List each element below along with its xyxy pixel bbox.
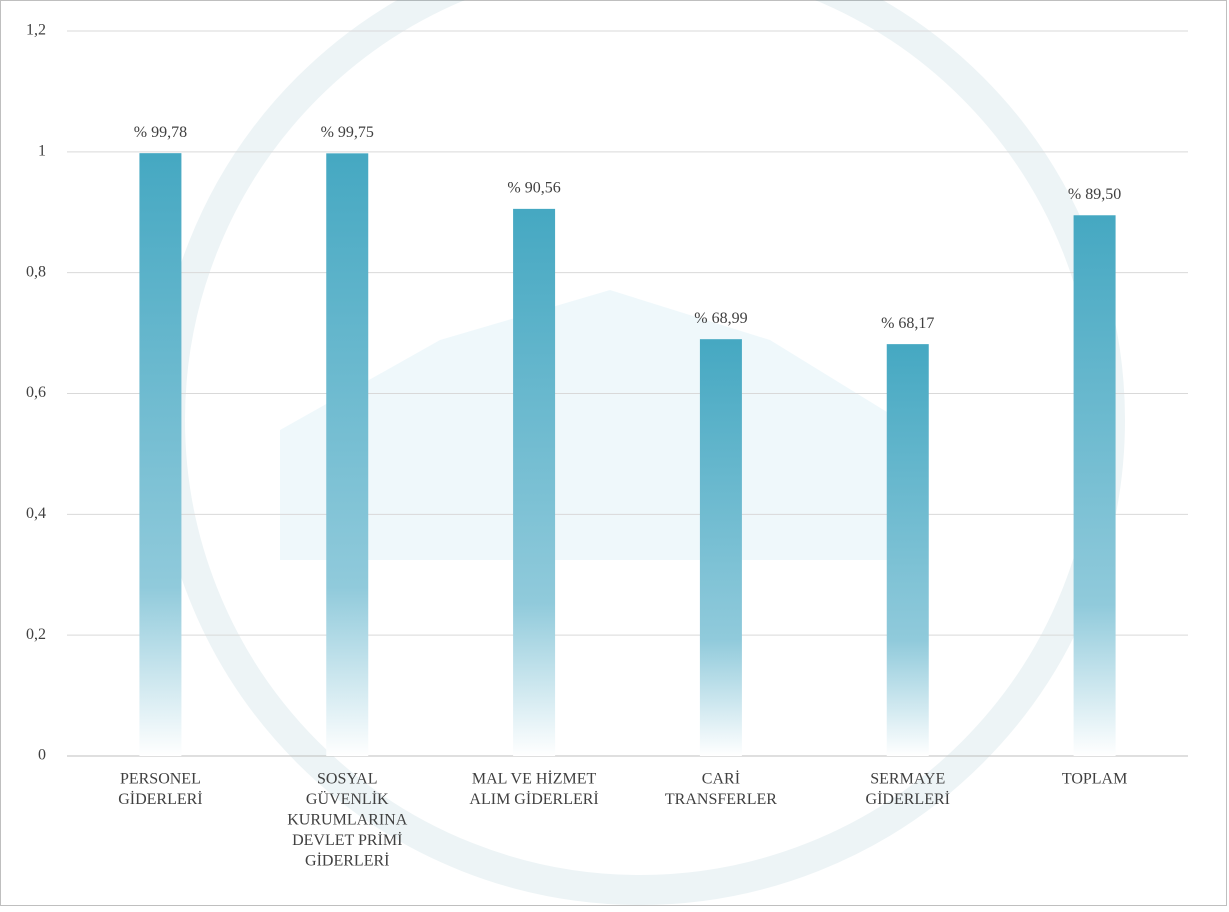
y-tick-label: 0,8	[26, 263, 46, 280]
bar	[326, 153, 368, 756]
data-label: % 90,56	[507, 180, 560, 197]
y-tick-label: 1,2	[26, 22, 46, 39]
x-tick-label: KURUMLARINA	[287, 812, 407, 829]
data-label: % 99,75	[321, 124, 374, 141]
y-tick-label: 1	[38, 143, 46, 160]
bar	[139, 153, 181, 756]
x-tick-label: GÜVENLİK	[306, 790, 389, 808]
x-tick-label: ALIM GİDERLERİ	[469, 790, 598, 808]
x-tick-label: GİDERLERİ	[866, 790, 950, 808]
x-tick-label: TRANSFERLER	[665, 791, 777, 808]
y-tick-label: 0,6	[26, 384, 46, 401]
y-tick-label: 0,4	[26, 505, 46, 522]
x-tick-label: GİDERLERİ	[305, 852, 389, 870]
x-tick-label: PERSONEL	[120, 771, 201, 788]
bar	[513, 209, 555, 756]
bar	[887, 344, 929, 756]
data-label: % 99,78	[134, 124, 187, 141]
x-tick-label: TOPLAM	[1062, 771, 1128, 788]
data-label: % 89,50	[1068, 186, 1121, 203]
x-tick-label: CARİ	[702, 770, 740, 788]
x-tick-label: MAL VE HİZMET	[472, 770, 597, 788]
y-tick-label: 0	[38, 747, 46, 764]
bar	[1074, 215, 1116, 756]
x-tick-label: DEVLET PRİMİ	[292, 831, 402, 849]
data-label: % 68,99	[694, 310, 747, 327]
x-tick-label: SOSYAL	[317, 771, 377, 788]
bar	[700, 339, 742, 756]
y-tick-label: 0,2	[26, 626, 46, 643]
chart: 0 0,2 0,4 0,6 0,8 1 1,2 PERSONEL GİDERLERİ % 99,7…	[0, 0, 1229, 907]
data-label: % 68,17	[881, 315, 934, 332]
x-tick-label: GİDERLERİ	[118, 790, 202, 808]
x-tick-label: SERMAYE	[870, 771, 945, 788]
